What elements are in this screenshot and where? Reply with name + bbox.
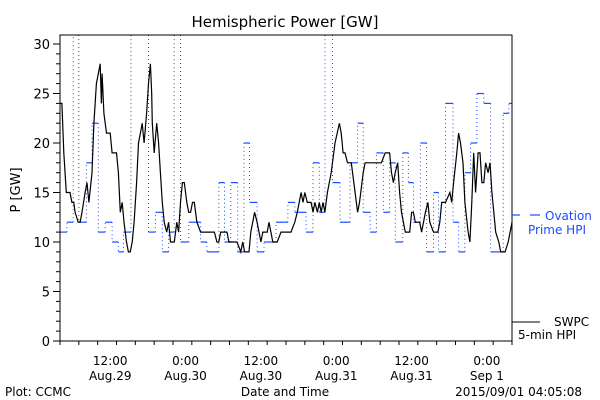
x-tick-date-label: Aug.31 [390,369,433,383]
y-tick-label: 0 [42,335,50,350]
x-tick-date-label: Sep 1 [470,369,504,383]
x-tick-time-label: 0:00 [323,354,350,368]
y-tick-label: 10 [33,236,50,251]
plot-timestamp: 2015/09/01 04:05:08 [455,385,582,399]
plot-frame [59,34,513,342]
axes: 05101520253012:00Aug.290:00Aug.3012:00Au… [33,38,513,383]
x-tick-time-label: 12:00 [244,354,279,368]
legend: Ovation Prime HPI SWPC 5-min HPI [512,209,592,342]
swpc-line [60,63,513,255]
x-axis-label: Date and Time [241,385,329,399]
plot-marks [60,35,513,255]
y-tick-label: 15 [33,187,50,202]
x-tick-date-label: Aug.30 [240,369,283,383]
legend-swpc-label-1: SWPC [554,315,589,329]
legend-swpc-label-2: 5-min HPI [518,328,576,342]
x-tick-time-label: 12:00 [394,354,429,368]
legend-ovation-label-2: Prime HPI [528,223,586,237]
chart-title: Hemispheric Power [GW] [192,13,379,31]
x-tick-date-label: Aug.29 [89,369,132,383]
x-tick-time-label: 12:00 [93,354,128,368]
x-tick-date-label: Aug.30 [164,369,207,383]
y-tick-label: 30 [33,38,50,53]
plot-credit: Plot: CCMC [5,385,71,399]
legend-ovation-label-1: Ovation [545,209,592,223]
y-tick-label: 25 [33,88,50,103]
y-axis-label: P [GW] [9,167,24,212]
x-tick-time-label: 0:00 [172,354,199,368]
y-tick-label: 20 [33,137,50,152]
x-tick-time-label: 0:00 [473,354,500,368]
y-tick-label: 5 [42,286,50,301]
x-tick-date-label: Aug.31 [315,369,358,383]
